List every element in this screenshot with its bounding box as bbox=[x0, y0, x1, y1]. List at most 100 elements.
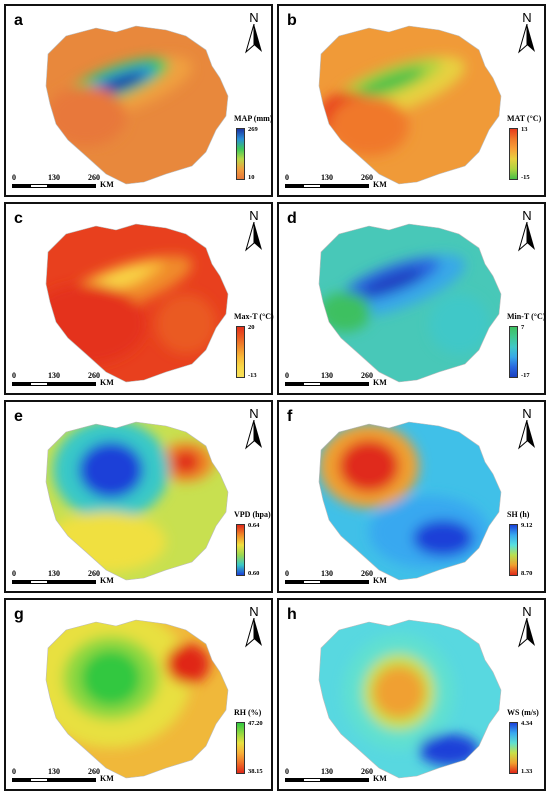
scale-segment bbox=[303, 184, 321, 188]
scale-unit: KM bbox=[100, 180, 114, 189]
raster-zone bbox=[419, 734, 479, 766]
raster-zone bbox=[319, 292, 371, 332]
north-arrow-icon: N bbox=[515, 208, 539, 252]
raster-zone bbox=[46, 86, 126, 146]
region-boundary bbox=[318, 223, 502, 383]
scale-segment bbox=[12, 184, 30, 188]
scale-segment bbox=[321, 580, 359, 584]
scale-unit: KM bbox=[100, 576, 114, 585]
region-boundary bbox=[318, 421, 502, 581]
north-label: N bbox=[249, 604, 259, 619]
legend-title: VPD (hpa) bbox=[234, 510, 271, 519]
map-b bbox=[318, 25, 502, 185]
legend-min-value: 1.33 bbox=[521, 768, 533, 775]
legend-min-value: 8.70 bbox=[521, 570, 533, 577]
legend-title: MAT (°C) bbox=[507, 114, 542, 123]
scale-tick-label: 0 bbox=[12, 173, 16, 182]
panel-e: e N VPD (hpa) 0.64 0.60 0 130 260 KM bbox=[4, 400, 273, 593]
scale-segment bbox=[12, 580, 30, 584]
scale-tick-label: 130 bbox=[48, 569, 60, 578]
scale-bar: 0 130 260 KM bbox=[12, 173, 132, 191]
raster-zone bbox=[329, 96, 409, 156]
scale-segment bbox=[86, 778, 96, 782]
raster-zone bbox=[46, 512, 166, 572]
scale-segment bbox=[285, 382, 303, 386]
raster-zone bbox=[81, 650, 141, 706]
raster-zone bbox=[172, 450, 200, 474]
scale-segment bbox=[30, 382, 48, 386]
north-arrow-icon: N bbox=[242, 10, 266, 54]
north-arrow-icon: N bbox=[242, 604, 266, 648]
legend-max-value: 47.20 bbox=[248, 720, 263, 727]
raster-zone bbox=[357, 67, 425, 97]
panel-label: g bbox=[14, 606, 24, 623]
legend-title: Min-T (°C) bbox=[507, 312, 546, 321]
scale-bar: 0 130 260 KM bbox=[285, 173, 405, 191]
region-boundary bbox=[45, 619, 229, 779]
north-arrow-icon: N bbox=[515, 406, 539, 450]
map-d bbox=[318, 223, 502, 383]
raster-zone bbox=[429, 294, 489, 354]
legend-max-value: 9.12 bbox=[521, 522, 533, 529]
north-label: N bbox=[249, 406, 259, 421]
legend-min-value: 10 bbox=[248, 174, 255, 181]
legend-title: WS (m/s) bbox=[507, 708, 539, 717]
scale-unit: KM bbox=[373, 378, 387, 387]
scale-tick-label: 130 bbox=[48, 767, 60, 776]
raster-zone bbox=[46, 284, 146, 364]
scale-segment bbox=[321, 778, 359, 782]
panel-label: e bbox=[14, 408, 23, 425]
scale-segment bbox=[86, 580, 96, 584]
scale-segment bbox=[48, 184, 86, 188]
scale-tick-label: 260 bbox=[88, 767, 100, 776]
scale-segment bbox=[30, 778, 48, 782]
scale-segment bbox=[359, 184, 369, 188]
panel-c: c N Max-T (°C) 20 -13 0 130 260 KM bbox=[4, 202, 274, 395]
scale-segment bbox=[321, 184, 359, 188]
scale-segment bbox=[303, 580, 321, 584]
panel-a: a N MAP (mm) 269 10 0 130 260 KM bbox=[4, 4, 273, 197]
scale-segment bbox=[285, 778, 303, 782]
panel-f: f N SH (h) 9.12 8.70 0 130 260 KM bbox=[277, 400, 546, 593]
north-label: N bbox=[249, 10, 259, 25]
legend-max-value: 20 bbox=[248, 324, 255, 331]
map-f bbox=[318, 421, 502, 581]
scale-tick-label: 260 bbox=[361, 371, 373, 380]
scale-tick-label: 0 bbox=[285, 173, 289, 182]
raster-zone bbox=[79, 442, 143, 498]
raster-zone bbox=[355, 454, 383, 478]
map-e bbox=[45, 421, 229, 581]
scale-segment bbox=[86, 382, 96, 386]
scale-segment bbox=[359, 778, 369, 782]
north-arrow-icon: N bbox=[515, 604, 539, 648]
legend-max-value: 4.34 bbox=[521, 720, 533, 727]
map-h bbox=[318, 619, 502, 779]
scale-tick-label: 260 bbox=[88, 569, 100, 578]
panel-label: d bbox=[287, 210, 297, 227]
legend-max-value: 13 bbox=[521, 126, 528, 133]
panel-label: c bbox=[14, 210, 23, 227]
panel-h: h N WS (m/s) 4.34 1.33 0 130 260 KM bbox=[277, 598, 546, 791]
region-boundary bbox=[45, 25, 229, 185]
scale-unit: KM bbox=[373, 576, 387, 585]
panel-label: a bbox=[14, 12, 23, 29]
legend-color-ramp bbox=[236, 722, 245, 774]
scale-tick-label: 0 bbox=[285, 767, 289, 776]
scale-tick-label: 130 bbox=[48, 371, 60, 380]
scale-tick-label: 0 bbox=[12, 569, 16, 578]
legend-color-ramp bbox=[509, 326, 518, 378]
scale-tick-label: 260 bbox=[361, 569, 373, 578]
raster-zone bbox=[95, 73, 145, 95]
panel-label: h bbox=[287, 606, 297, 623]
scale-segment bbox=[303, 382, 321, 386]
map-a bbox=[45, 25, 229, 185]
scale-bar: 0 130 260 KM bbox=[285, 767, 405, 785]
raster-zone bbox=[373, 666, 425, 718]
legend-min-value: 38.15 bbox=[248, 768, 263, 775]
panel-label: b bbox=[287, 12, 297, 29]
legend-title: SH (h) bbox=[507, 510, 530, 519]
scale-tick-label: 0 bbox=[12, 767, 16, 776]
scale-tick-label: 130 bbox=[321, 767, 333, 776]
scale-tick-label: 260 bbox=[88, 371, 100, 380]
scale-segment bbox=[285, 580, 303, 584]
